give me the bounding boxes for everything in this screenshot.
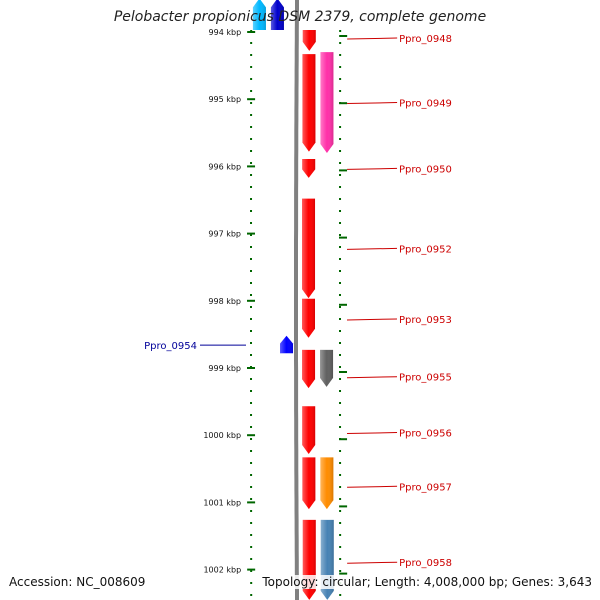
tick-label: 997 kbp xyxy=(208,230,241,239)
tick-label: 994 kbp xyxy=(209,28,242,37)
gene-label[interactable]: Ppro_0956 xyxy=(399,429,452,440)
gene-label[interactable]: Ppro_0949 xyxy=(399,99,452,110)
map-title: Pelobacter propionicus DSM 2379, complet… xyxy=(113,9,487,25)
gene-arrow-shade xyxy=(302,54,316,152)
minor-ticks-right xyxy=(339,30,342,596)
gene-label[interactable]: Ppro_0957 xyxy=(399,482,452,493)
gene-arrow-shade xyxy=(302,457,316,510)
label-leader-line xyxy=(347,485,398,488)
label-leader-line xyxy=(347,37,398,40)
label-leader-line xyxy=(347,432,398,435)
label-leader-line xyxy=(347,167,398,170)
gene-label[interactable]: Ppro_0948 xyxy=(399,34,452,45)
gene-arrow-shade xyxy=(302,29,316,51)
gene-arrow-shade xyxy=(320,457,334,510)
backbone xyxy=(294,0,300,600)
gene-arrow-shade xyxy=(320,349,334,387)
gene-arrow-shade xyxy=(252,0,266,30)
gene-label[interactable]: Ppro_0950 xyxy=(399,164,452,175)
gene-label[interactable]: Ppro_0952 xyxy=(399,244,452,255)
gene-label[interactable]: Ppro_0958 xyxy=(399,558,452,569)
gene-label[interactable]: Ppro_0955 xyxy=(399,373,452,384)
backbone-line xyxy=(294,0,300,600)
gene-arrow-shade xyxy=(280,335,294,354)
gene-arrow-shade xyxy=(302,198,316,299)
tick-label: 996 kbp xyxy=(208,162,241,171)
gene-arrow-shade xyxy=(320,52,334,153)
label-leader-line xyxy=(346,247,398,250)
minor-ticks-left xyxy=(250,30,253,596)
tick-label: 1000 kbp xyxy=(203,431,241,440)
gene-label[interactable]: Ppro_0953 xyxy=(399,315,452,326)
gene-arrow-shade xyxy=(302,159,316,178)
accession-text: Accession: NC_008609 xyxy=(9,575,146,589)
gene-arrow-shade xyxy=(302,349,316,389)
gene-arrow-shade xyxy=(270,0,284,30)
gene-arrow-shade xyxy=(302,298,316,338)
tick-label: 998 kbp xyxy=(208,297,241,306)
topology-summary: Topology: circular; Length: 4,008,000 bp… xyxy=(262,575,592,589)
tick-label: 1002 kbp xyxy=(203,566,241,575)
tick-label: 999 kbp xyxy=(208,364,241,373)
label-leader-line xyxy=(347,102,398,105)
label-leader-line xyxy=(347,376,398,379)
tick-label: 1001 kbp xyxy=(203,498,241,507)
gene-label[interactable]: Ppro_0954 xyxy=(144,341,197,352)
ruler: 994 kbp 995 kbp 996 kbp 997 kbp 998 kbp 999 k… xyxy=(203,28,348,596)
gene-features xyxy=(252,0,334,600)
gene-arrow-shade xyxy=(302,406,316,455)
label-leader-line xyxy=(347,561,398,564)
label-leader-line xyxy=(346,318,398,321)
gene-labels: Ppro_0948 Ppro_0949 Ppro_0950 Ppro_0952 Ppro… xyxy=(144,34,452,569)
tick-label: 995 kbp xyxy=(208,95,241,104)
